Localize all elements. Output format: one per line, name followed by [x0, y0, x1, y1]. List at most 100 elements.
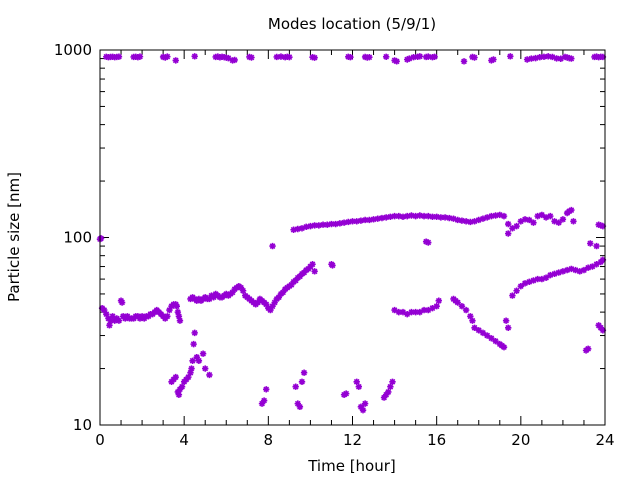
data-point — [416, 53, 424, 60]
data-point — [526, 216, 533, 224]
data-point — [559, 268, 567, 275]
data-point — [273, 53, 280, 61]
data-point — [311, 268, 318, 275]
data-point — [488, 335, 495, 342]
data-point — [404, 310, 411, 318]
data-point — [319, 221, 327, 228]
data-point — [176, 386, 184, 393]
y-tick-label: 1000 — [54, 41, 92, 59]
data-point — [553, 55, 560, 62]
data-point — [298, 378, 306, 385]
data-point — [288, 281, 295, 288]
data-point — [523, 56, 531, 63]
data-point — [599, 53, 607, 61]
data-point — [437, 214, 445, 221]
data-point — [210, 294, 217, 301]
data-point — [441, 214, 449, 221]
data-point — [178, 383, 186, 390]
data-point — [101, 306, 108, 314]
data-point — [175, 391, 183, 398]
data-point — [115, 317, 123, 324]
data-point — [172, 373, 179, 381]
data-point — [315, 222, 323, 229]
data-point — [370, 216, 377, 223]
data-point — [342, 390, 350, 397]
data-point — [353, 378, 360, 385]
data-point — [502, 317, 510, 324]
data-point — [507, 53, 514, 60]
data-point — [164, 53, 171, 60]
data-point — [572, 266, 579, 274]
data-point — [366, 54, 373, 61]
data-point — [174, 308, 182, 316]
data-point — [393, 58, 400, 65]
data-point — [593, 242, 600, 250]
data-point — [467, 313, 474, 320]
data-point — [593, 261, 600, 268]
data-point — [549, 53, 556, 61]
data-point — [425, 239, 432, 246]
data-point — [225, 54, 232, 62]
data-point — [475, 327, 482, 334]
data-point — [555, 219, 562, 226]
data-point — [263, 301, 270, 308]
data-point — [475, 216, 482, 224]
axis-ticks — [99, 49, 606, 426]
data-point — [559, 216, 567, 223]
data-point — [357, 403, 365, 411]
data-point — [290, 226, 297, 233]
data-point — [568, 265, 575, 273]
data-point — [404, 212, 411, 220]
data-point — [206, 295, 213, 303]
data-point — [425, 306, 432, 314]
data-point — [450, 215, 457, 222]
data-point — [458, 217, 466, 224]
data-point — [547, 271, 554, 279]
data-point — [309, 261, 316, 268]
data-point — [382, 214, 390, 221]
data-point — [173, 303, 181, 310]
y-tick-label: 100 — [63, 229, 92, 247]
data-point — [324, 221, 331, 228]
data-point — [298, 225, 306, 232]
data-point — [509, 292, 516, 299]
data-point — [231, 56, 238, 64]
data-point — [292, 277, 299, 284]
data-point — [500, 212, 508, 220]
data-point — [248, 54, 255, 61]
data-point — [446, 214, 453, 222]
x-tick-label: 20 — [511, 431, 530, 449]
data-point — [391, 212, 398, 220]
data-point — [471, 54, 478, 61]
data-point — [425, 212, 432, 220]
data-point — [311, 54, 318, 61]
data-point — [492, 337, 499, 345]
x-tick-label: 4 — [179, 431, 189, 449]
data-point — [429, 304, 436, 312]
data-point — [329, 262, 336, 269]
data-point — [395, 212, 402, 220]
data-point — [190, 340, 197, 348]
data-point — [229, 289, 236, 296]
data-point — [490, 56, 497, 63]
data-point — [568, 206, 575, 214]
data-point — [359, 406, 367, 414]
data-point — [505, 324, 512, 331]
data-point — [420, 212, 428, 220]
data-point — [488, 212, 495, 220]
data-point — [389, 378, 396, 385]
data-point — [542, 214, 550, 221]
data-point — [195, 357, 203, 364]
data-point — [500, 343, 508, 351]
data-point — [471, 324, 478, 331]
data-point — [109, 313, 116, 320]
data-point — [521, 280, 529, 287]
data-point — [544, 53, 552, 60]
data-point — [483, 332, 491, 339]
data-point — [279, 289, 287, 296]
data-point — [412, 212, 419, 220]
data-point — [387, 213, 394, 220]
data-point — [429, 213, 436, 220]
data-point — [542, 274, 550, 281]
data-point — [385, 388, 392, 396]
